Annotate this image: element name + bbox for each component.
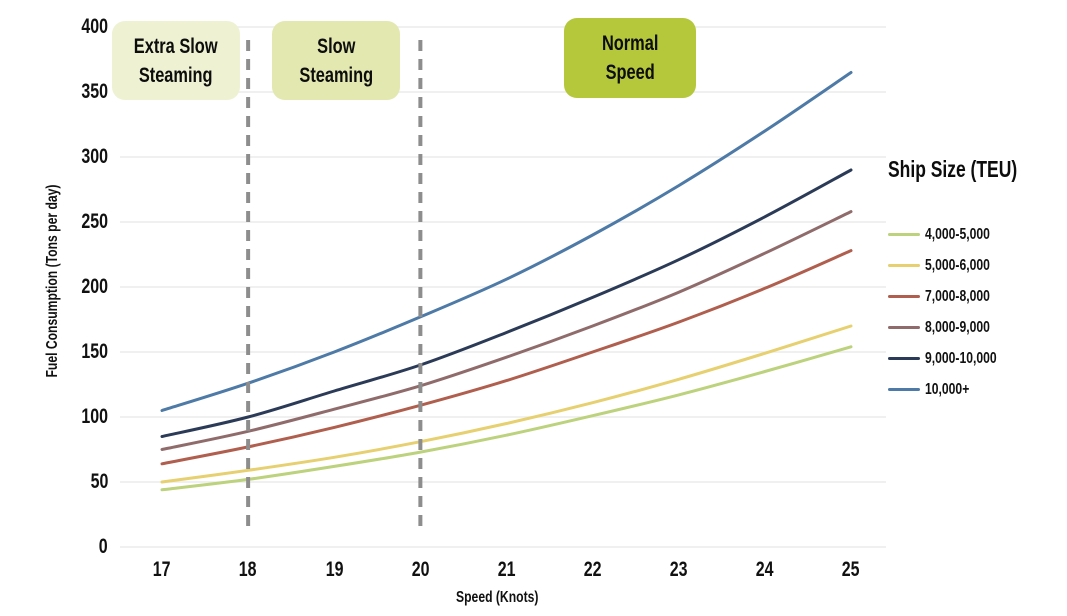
curve-7-000-8-000 xyxy=(160,249,853,466)
legend-items: 4,000-5,000 5,000-6,000 7,000-8,000 8,00… xyxy=(888,219,1067,405)
x-tick-label-25: 25 xyxy=(842,558,860,581)
curve-4-000-5-000 xyxy=(160,345,853,492)
legend-title: Ship Size (TEU) xyxy=(888,156,1018,182)
x-tick-label-18: 18 xyxy=(239,558,257,581)
x-tick-label-17: 17 xyxy=(153,558,171,581)
x-tick-label-19: 19 xyxy=(325,558,344,581)
x-tick-label-20: 20 xyxy=(411,558,430,581)
zone-label-extra-slow-steaming: Extra Slow Steaming xyxy=(112,21,240,100)
legend-item-8000-9000: 8,000-9,000 xyxy=(888,312,1067,343)
legend-swatch xyxy=(888,295,920,298)
zone-label-slow-steaming: Slow Steaming xyxy=(272,21,400,100)
curve-5-000-6-000 xyxy=(160,324,853,484)
y-tick-label-300: 300 xyxy=(81,145,108,168)
y-tick-label-350: 350 xyxy=(81,80,108,103)
x-tick-label-24: 24 xyxy=(755,558,774,581)
curve-9-000-10-000 xyxy=(160,168,853,438)
y-axis-title-text: Fuel Consumption (Tons per day) xyxy=(44,184,61,378)
legend-swatch xyxy=(888,388,920,391)
legend: Ship Size (TEU) 4,000-5,000 5,000-6,000 … xyxy=(888,156,1067,405)
fuel-consumption-curves xyxy=(160,71,853,492)
legend-item-9000-10000: 9,000-10,000 xyxy=(888,343,1067,374)
x-tick-label-21: 21 xyxy=(497,558,516,581)
legend-item-7000-8000: 7,000-8,000 xyxy=(888,281,1067,312)
x-axis-title-text: Speed (Knots) xyxy=(455,589,539,606)
y-axis-title: Fuel Consumption (Tons per day) xyxy=(44,131,70,431)
legend-item-10000-plus: 10,000+ xyxy=(888,374,1067,405)
y-tick-label-50: 50 xyxy=(90,470,108,493)
zone-label-text: Slow Steaming xyxy=(299,34,373,87)
y-tick-label-0: 0 xyxy=(99,535,108,558)
zone-label-text: Normal Speed xyxy=(601,32,659,84)
speed-zone-boundary-lines xyxy=(246,40,423,526)
curve-10-000+ xyxy=(160,71,853,412)
curve-8-000-9-000 xyxy=(160,210,853,451)
legend-item-4000-5000: 4,000-5,000 xyxy=(888,219,1067,250)
x-axis-title: Speed (Knots) xyxy=(397,589,597,607)
legend-swatch xyxy=(888,357,920,360)
y-tick-label-400: 400 xyxy=(81,15,108,38)
legend-swatch xyxy=(888,233,920,236)
x-tick-label-23: 23 xyxy=(669,558,688,581)
y-tick-label-150: 150 xyxy=(81,340,108,363)
zone-label-normal-speed: Normal Speed xyxy=(564,18,696,98)
y-tick-label-100: 100 xyxy=(81,405,108,428)
legend-swatch xyxy=(888,264,920,267)
legend-item-5000-6000: 5,000-6,000 xyxy=(888,250,1067,281)
legend-swatch xyxy=(888,326,920,329)
y-tick-label-200: 200 xyxy=(81,275,108,298)
x-tick-label-22: 22 xyxy=(583,558,602,581)
zone-label-text: Extra Slow Steaming xyxy=(134,34,218,87)
y-tick-label-250: 250 xyxy=(81,210,108,233)
